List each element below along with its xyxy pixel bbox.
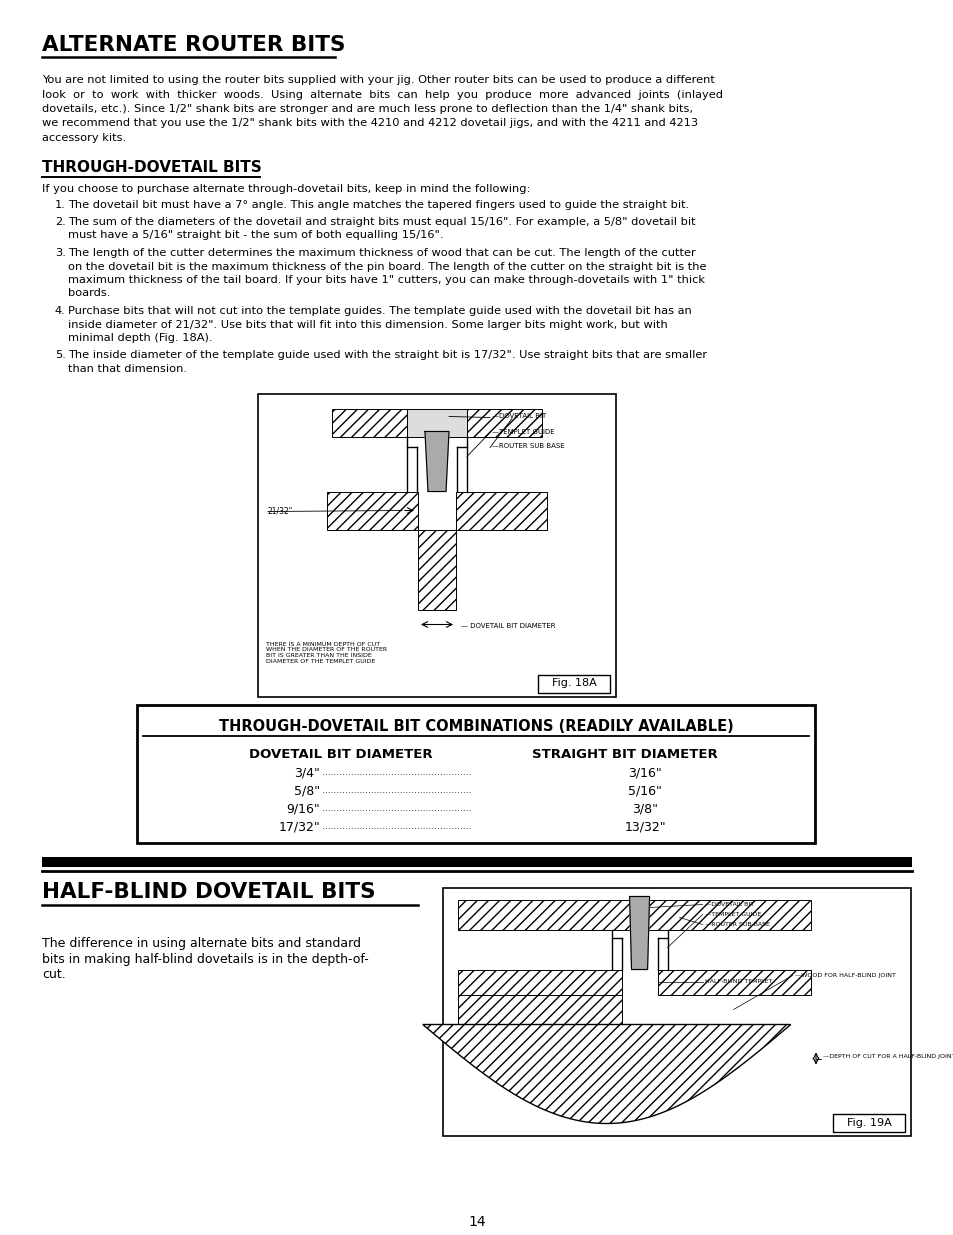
Text: inside diameter of 21/32". Use bits that will fit into this dimension. Some larg: inside diameter of 21/32". Use bits that… [68,320,667,330]
Text: look  or  to  work  with  thicker  woods.  Using  alternate  bits  can  help  yo: look or to work with thicker woods. Usin… [42,89,722,100]
Text: 5.: 5. [55,351,66,361]
Text: we recommend that you use the 1/2" shank bits with the 4210 and 4212 dovetail ji: we recommend that you use the 1/2" shank… [42,119,698,128]
Text: — DOVETAIL BIT DIAMETER: — DOVETAIL BIT DIAMETER [460,622,555,629]
Text: The difference in using alternate bits and standard: The difference in using alternate bits a… [42,937,360,951]
Text: ALTERNATE ROUTER BITS: ALTERNATE ROUTER BITS [42,35,345,56]
Text: bits in making half-blind dovetails is in the depth-of-: bits in making half-blind dovetails is i… [42,952,369,966]
Text: 14: 14 [468,1215,485,1229]
Text: THERE IS A MINIMUM DEPTH OF CUT
WHEN THE DIAMETER OF THE ROUTER
BIT IS GREATER T: THERE IS A MINIMUM DEPTH OF CUT WHEN THE… [266,641,387,664]
Text: STRAIGHT BIT DIAMETER: STRAIGHT BIT DIAMETER [532,748,718,761]
Text: —ROUTER SUB BASE: —ROUTER SUB BASE [492,443,564,450]
Text: Fig. 19A: Fig. 19A [845,1118,890,1128]
Text: 5/8": 5/8" [294,784,320,797]
Text: cut.: cut. [42,967,66,981]
Text: 21/32": 21/32" [268,508,293,516]
Bar [257,394,616,697]
Text: HALF-BLIND DOVETAIL BITS: HALF-BLIND DOVETAIL BITS [42,883,375,903]
Bar [457,969,621,994]
Text: on the dovetail bit is the maximum thickness of the pin board. The length of the: on the dovetail bit is the maximum thick… [68,262,706,272]
Bar [456,492,546,530]
Polygon shape [629,897,649,969]
Bar [537,674,609,693]
Bar [457,899,810,930]
Text: maximum thickness of the tail board. If your bits have 1" cutters, you can make : maximum thickness of the tail board. If … [68,275,704,285]
Text: The inside diameter of the template guide used with the straight bit is 17/32". : The inside diameter of the template guid… [68,351,706,361]
Polygon shape [422,1025,790,1124]
Text: The sum of the diameters of the dovetail and straight bits must equal 15/16". Fo: The sum of the diameters of the dovetail… [68,217,695,227]
Text: —WOOD FOR HALF-BLIND JOINT: —WOOD FOR HALF-BLIND JOINT [794,973,895,978]
Text: 9/16": 9/16" [286,802,320,815]
Text: 3.: 3. [55,248,66,258]
Text: HALF-BLIND TEMPLET: HALF-BLIND TEMPLET [704,979,771,984]
Text: ....................................................: ........................................… [322,804,472,813]
Bar [332,409,407,436]
Text: minimal depth (Fig. 18A).: minimal depth (Fig. 18A). [68,333,213,343]
Bar [457,994,621,1025]
Text: —DEPTH OF CUT FOR A HALF-BLIND JOINT: —DEPTH OF CUT FOR A HALF-BLIND JOINT [822,1053,953,1058]
Bar [407,409,467,436]
Text: THROUGH-DOVETAIL BIT COMBINATIONS (READILY AVAILABLE): THROUGH-DOVETAIL BIT COMBINATIONS (READI… [218,719,733,734]
Text: 3/16": 3/16" [628,766,661,779]
Text: —DOVETAIL BIT: —DOVETAIL BIT [704,902,753,906]
Bar [417,530,456,610]
Text: 3/4": 3/4" [294,766,320,779]
Text: accessory kits.: accessory kits. [42,133,126,143]
Bar [327,492,417,530]
Text: 17/32": 17/32" [278,820,320,832]
Text: 5/16": 5/16" [628,784,661,797]
Bar [42,857,911,867]
Text: ....................................................: ........................................… [322,785,472,795]
Text: 2.: 2. [55,217,66,227]
Text: The length of the cutter determines the maximum thickness of wood that can be cu: The length of the cutter determines the … [68,248,695,258]
Text: THROUGH-DOVETAIL BITS: THROUGH-DOVETAIL BITS [42,159,261,174]
Text: Fig. 18A: Fig. 18A [551,678,596,688]
Bar [442,888,910,1135]
Text: The dovetail bit must have a 7° angle. This angle matches the tapered fingers us: The dovetail bit must have a 7° angle. T… [68,200,688,210]
Text: ....................................................: ........................................… [322,768,472,777]
Text: —TEMPLET GUIDE: —TEMPLET GUIDE [704,911,760,918]
Text: DOVETAIL BIT DIAMETER: DOVETAIL BIT DIAMETER [249,748,432,761]
Text: —TEMPLET GUIDE: —TEMPLET GUIDE [492,429,554,435]
Text: dovetails, etc.). Since 1/2" shank bits are stronger and are much less prone to : dovetails, etc.). Since 1/2" shank bits … [42,104,692,114]
Bar [467,409,541,436]
Text: 1.: 1. [55,200,66,210]
Text: ....................................................: ........................................… [322,823,472,831]
Text: Purchase bits that will not cut into the template guides. The template guide use: Purchase bits that will not cut into the… [68,306,691,316]
Bar [832,1114,904,1131]
Text: 4.: 4. [55,306,66,316]
Text: If you choose to purchase alternate through-dovetail bits, keep in mind the foll: If you choose to purchase alternate thro… [42,184,530,194]
Text: boards.: boards. [68,289,111,299]
Text: than that dimension.: than that dimension. [68,364,187,374]
Text: You are not limited to using the router bits supplied with your jig. Other route: You are not limited to using the router … [42,75,714,85]
Bar [657,969,810,994]
Bar [137,704,814,842]
Text: —ROUTER SUB BASE: —ROUTER SUB BASE [704,923,769,927]
Text: must have a 5/16" straight bit - the sum of both equalling 15/16".: must have a 5/16" straight bit - the sum… [68,231,443,241]
Text: 13/32": 13/32" [623,820,665,832]
Text: 3/8": 3/8" [632,802,658,815]
Text: —DOVETAIL BIT: —DOVETAIL BIT [492,414,546,420]
Polygon shape [424,431,449,492]
